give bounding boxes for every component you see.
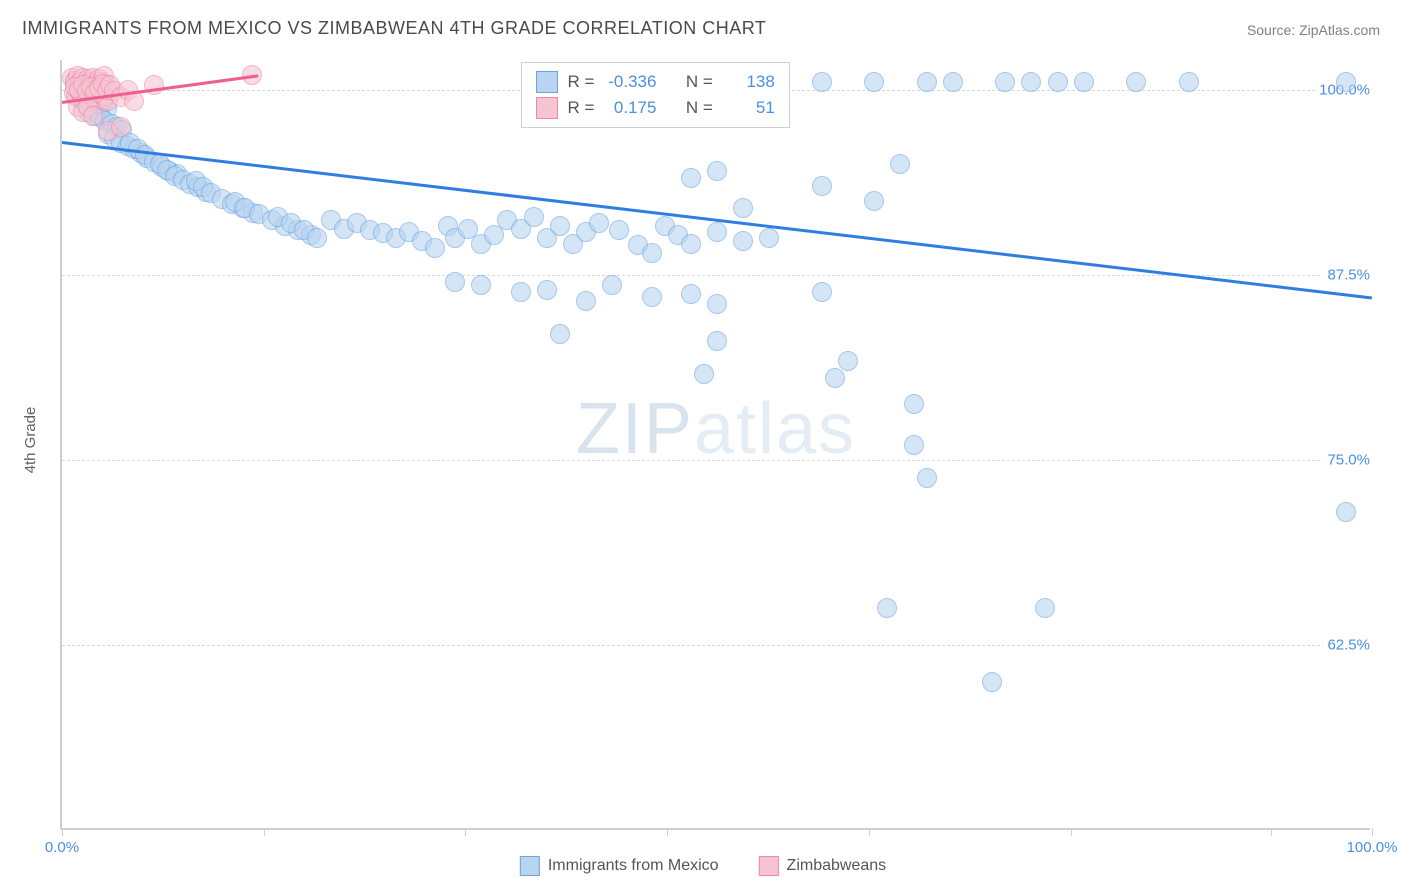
scatter-point [111,117,131,137]
legend-r-label: R = [568,72,595,92]
gridline [62,645,1370,646]
x-tick-mark [1071,828,1072,836]
scatter-point [576,291,596,311]
scatter-point [904,394,924,414]
scatter-point [425,238,445,258]
x-tick-label: 0.0% [45,839,79,856]
watermark: ZIPatlas [576,388,856,470]
scatter-point [707,331,727,351]
legend-row: R = 0.175 N = 51 [536,95,775,121]
scatter-point [642,287,662,307]
legend-r-value: 0.175 [604,98,656,118]
scatter-point [733,231,753,251]
legend-n-label: N = [686,98,713,118]
scatter-point [609,220,629,240]
x-tick-mark [667,828,668,836]
scatter-point [1074,72,1094,92]
legend-swatch [536,71,558,93]
scatter-point [864,72,884,92]
scatter-point [864,191,884,211]
scatter-point [694,364,714,384]
source-attribution: Source: ZipAtlas.com [1247,22,1380,38]
legend-n-value: 51 [723,98,775,118]
scatter-point [445,272,465,292]
x-tick-mark [1271,828,1272,836]
scatter-point [917,468,937,488]
scatter-point [1035,598,1055,618]
legend-label: Immigrants from Mexico [548,857,719,875]
chart-title: IMMIGRANTS FROM MEXICO VS ZIMBABWEAN 4TH… [22,18,766,39]
scatter-point [681,234,701,254]
scatter-point [1179,72,1199,92]
scatter-point [812,72,832,92]
scatter-point [812,176,832,196]
y-tick-label: 62.5% [1323,636,1374,653]
watermark-text-a: ZIP [576,389,694,469]
legend-n-value: 138 [723,72,775,92]
scatter-point [904,435,924,455]
x-tick-mark [62,828,63,836]
scatter-point [1126,72,1146,92]
scatter-point [642,243,662,263]
scatter-point [733,198,753,218]
scatter-point [550,216,570,236]
scatter-point [917,72,937,92]
bottom-legend: Immigrants from Mexico Zimbabweans [520,856,886,876]
x-tick-label: 100.0% [1347,839,1398,856]
scatter-point [759,228,779,248]
scatter-point [707,222,727,242]
scatter-point [537,280,557,300]
x-tick-mark [1372,828,1373,836]
scatter-point [890,154,910,174]
scatter-point [602,275,622,295]
scatter-point [707,294,727,314]
scatter-point [1048,72,1068,92]
scatter-point [524,207,544,227]
scatter-point [550,324,570,344]
gridline [62,460,1370,461]
legend-swatch [520,856,540,876]
legend-label: Zimbabweans [787,857,887,875]
bottom-legend-item: Immigrants from Mexico [520,856,719,876]
scatter-point [1336,72,1356,92]
x-tick-mark [264,828,265,836]
correlation-legend: R = -0.336 N = 138 R = 0.175 N = 51 [521,62,790,128]
scatter-point [707,161,727,181]
scatter-point [511,282,531,302]
chart-container: IMMIGRANTS FROM MEXICO VS ZIMBABWEAN 4TH… [0,0,1406,892]
y-tick-label: 87.5% [1323,266,1374,283]
scatter-point [1021,72,1041,92]
legend-n-label: N = [686,72,713,92]
scatter-point [681,168,701,188]
y-tick-label: 75.0% [1323,451,1374,468]
scatter-point [812,282,832,302]
scatter-point [877,598,897,618]
scatter-point [825,368,845,388]
y-axis-label: 4th Grade [22,407,39,474]
scatter-point [943,72,963,92]
scatter-point [838,351,858,371]
bottom-legend-item: Zimbabweans [759,856,887,876]
source-name: ZipAtlas.com [1299,22,1380,38]
legend-r-label: R = [568,98,595,118]
scatter-point [307,228,327,248]
legend-swatch [759,856,779,876]
plot-area: ZIPatlas 62.5%75.0%87.5%100.0%0.0%100.0%… [60,60,1370,830]
x-tick-mark [869,828,870,836]
scatter-point [471,275,491,295]
legend-r-value: -0.336 [604,72,656,92]
source-label: Source: [1247,22,1299,38]
scatter-point [982,672,1002,692]
scatter-point [681,284,701,304]
scatter-point [995,72,1015,92]
scatter-point [589,213,609,233]
scatter-point [1336,502,1356,522]
legend-swatch [536,97,558,119]
x-tick-mark [465,828,466,836]
legend-row: R = -0.336 N = 138 [536,69,775,95]
watermark-text-b: atlas [694,389,856,469]
